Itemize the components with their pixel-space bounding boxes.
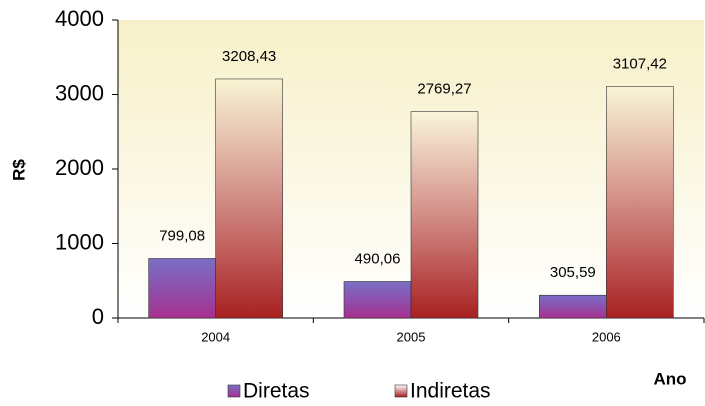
y-tick-label: 3000 bbox=[55, 80, 104, 105]
value-label: 305,59 bbox=[550, 264, 596, 281]
bar bbox=[343, 281, 412, 319]
y-tick-label: 2000 bbox=[55, 155, 104, 180]
x-tick-label: 2006 bbox=[592, 329, 621, 344]
legend-label: Diretas bbox=[243, 380, 310, 403]
x-tick-label: 2004 bbox=[201, 329, 230, 344]
y-axis-label: R$ bbox=[9, 159, 28, 181]
bar bbox=[606, 86, 674, 319]
value-label: 3208,43 bbox=[222, 48, 276, 65]
bar bbox=[215, 78, 283, 319]
bar bbox=[410, 111, 479, 319]
y-tick-label: 1000 bbox=[55, 229, 104, 254]
value-label: 490,06 bbox=[355, 250, 401, 267]
legend-swatch bbox=[227, 384, 241, 398]
value-label: 2769,27 bbox=[417, 81, 471, 98]
bar bbox=[539, 294, 607, 319]
legend-swatch bbox=[394, 384, 408, 398]
x-axis-label: Ano bbox=[653, 369, 686, 388]
y-tick-label: 0 bbox=[92, 304, 104, 329]
bar bbox=[148, 258, 216, 319]
y-tick-label: 4000 bbox=[55, 6, 104, 31]
value-label: 3107,42 bbox=[613, 55, 667, 72]
x-tick-label: 2005 bbox=[397, 329, 426, 344]
legend-label: Indiretas bbox=[410, 380, 491, 403]
value-label: 799,08 bbox=[159, 227, 205, 244]
